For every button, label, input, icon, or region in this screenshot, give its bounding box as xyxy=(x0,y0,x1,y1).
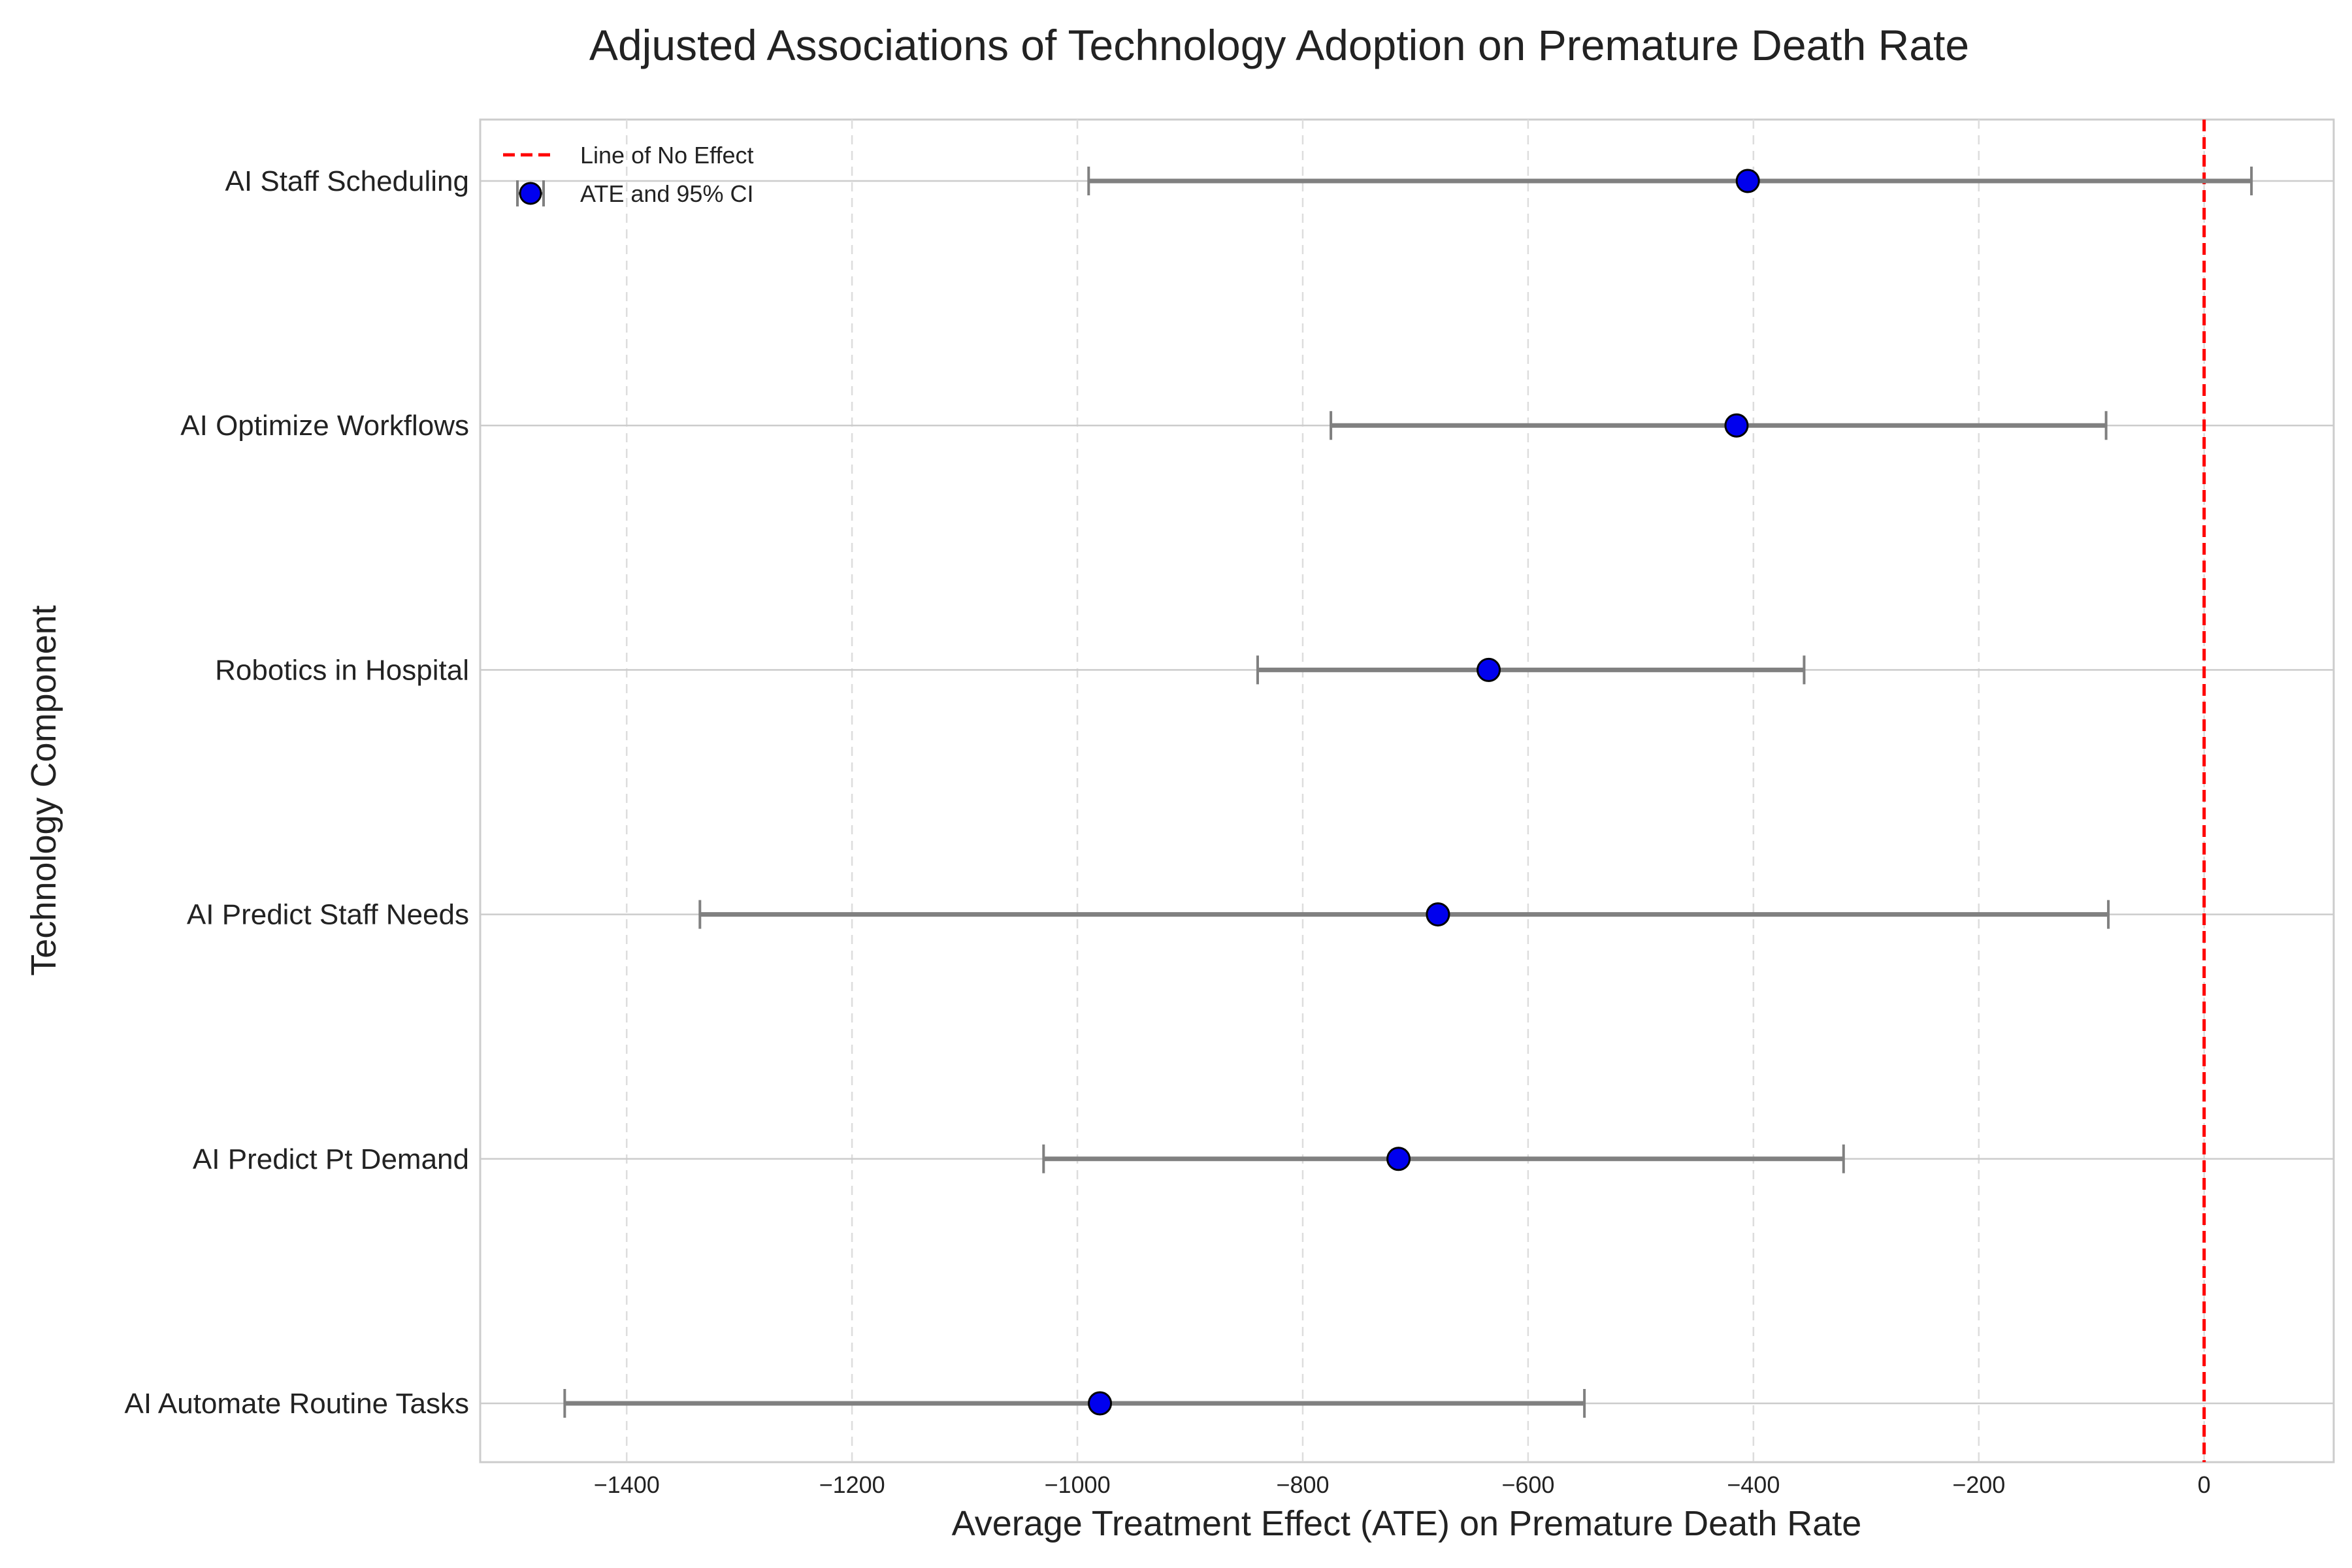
ate-point xyxy=(1088,1391,1113,1416)
ate-point xyxy=(1724,413,1749,438)
x-tick-label: −1200 xyxy=(819,1471,885,1498)
legend: Line of No Effect ATE and 95% CI xyxy=(503,142,754,207)
y-tick-label: AI Predict Staff Needs xyxy=(187,899,469,931)
y-tick-label: AI Staff Scheduling xyxy=(225,165,469,197)
legend-point-label: ATE and 95% CI xyxy=(580,180,753,207)
y-axis-label: Technology Component xyxy=(24,605,63,975)
ate-point xyxy=(1426,902,1450,927)
y-tick-labels: AI Staff Scheduling AI Optimize Workflows… xyxy=(125,165,469,1420)
x-tick-label: 0 xyxy=(2198,1471,2211,1498)
chart-title: Adjusted Associations of Technology Adop… xyxy=(589,21,1969,69)
x-tick-label: −800 xyxy=(1276,1471,1329,1498)
y-tick-label: Robotics in Hospital xyxy=(215,654,469,686)
x-tick-label: −400 xyxy=(1727,1471,1780,1498)
plot-area xyxy=(479,118,2335,1463)
legend-reference-label: Line of No Effect xyxy=(580,142,754,169)
x-tick-label: −600 xyxy=(1501,1471,1554,1498)
x-tick-label: −1400 xyxy=(594,1471,660,1498)
series-layer xyxy=(563,167,2253,1418)
y-tick-label: AI Optimize Workflows xyxy=(180,410,469,442)
y-tick-label: AI Automate Routine Tasks xyxy=(125,1388,469,1420)
y-tick-label: AI Predict Pt Demand xyxy=(193,1143,469,1175)
ate-point xyxy=(1735,169,1760,193)
ate-point xyxy=(1477,657,1501,682)
x-tick-label: −200 xyxy=(1952,1471,2005,1498)
x-tick-labels: −1400 −1200 −1000 −800 −600 −400 −200 0 xyxy=(594,1471,2211,1498)
ate-point xyxy=(1386,1147,1411,1171)
x-axis-label: Average Treatment Effect (ATE) on Premat… xyxy=(952,1504,1862,1543)
legend-point-swatch xyxy=(519,182,542,205)
x-tick-label: −1000 xyxy=(1044,1471,1110,1498)
